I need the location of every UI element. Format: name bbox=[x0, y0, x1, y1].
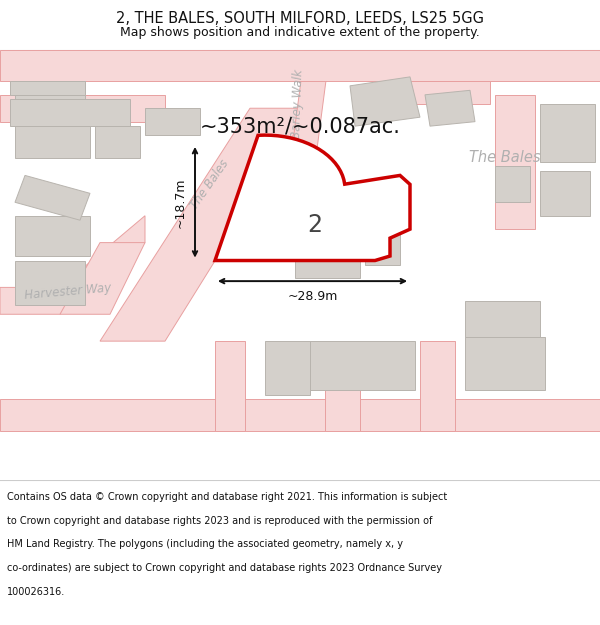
Polygon shape bbox=[465, 337, 545, 391]
Polygon shape bbox=[0, 95, 165, 122]
Polygon shape bbox=[15, 126, 90, 158]
Polygon shape bbox=[145, 108, 200, 135]
Polygon shape bbox=[215, 135, 410, 261]
Text: ~353m²/~0.087ac.: ~353m²/~0.087ac. bbox=[200, 116, 400, 136]
Polygon shape bbox=[0, 399, 600, 431]
Text: ~18.7m: ~18.7m bbox=[174, 177, 187, 227]
Text: to Crown copyright and database rights 2023 and is reproduced with the permissio: to Crown copyright and database rights 2… bbox=[7, 516, 433, 526]
Text: 2: 2 bbox=[308, 213, 323, 237]
Polygon shape bbox=[0, 50, 600, 81]
Polygon shape bbox=[10, 81, 85, 95]
Text: 2, THE BALES, SOUTH MILFORD, LEEDS, LS25 5GG: 2, THE BALES, SOUTH MILFORD, LEEDS, LS25… bbox=[116, 11, 484, 26]
Text: Harvester Way: Harvester Way bbox=[24, 282, 112, 302]
Polygon shape bbox=[15, 176, 90, 220]
Text: The Bales: The Bales bbox=[469, 150, 541, 165]
Polygon shape bbox=[495, 95, 535, 229]
Polygon shape bbox=[0, 216, 145, 314]
Text: The Bales: The Bales bbox=[188, 157, 232, 212]
Text: 100026316.: 100026316. bbox=[7, 588, 65, 598]
Polygon shape bbox=[310, 341, 415, 391]
Polygon shape bbox=[265, 341, 310, 395]
Polygon shape bbox=[285, 50, 330, 202]
Text: Map shows position and indicative extent of the property.: Map shows position and indicative extent… bbox=[120, 26, 480, 39]
Polygon shape bbox=[60, 242, 145, 314]
Polygon shape bbox=[215, 341, 245, 431]
Polygon shape bbox=[15, 81, 85, 104]
Polygon shape bbox=[420, 341, 455, 431]
Polygon shape bbox=[10, 99, 130, 126]
Text: Barley Walk: Barley Walk bbox=[290, 69, 306, 139]
Polygon shape bbox=[540, 171, 590, 216]
Text: HM Land Registry. The polygons (including the associated geometry, namely x, y: HM Land Registry. The polygons (includin… bbox=[7, 539, 403, 549]
Polygon shape bbox=[540, 104, 595, 162]
Polygon shape bbox=[325, 391, 360, 431]
Polygon shape bbox=[15, 261, 85, 305]
Text: Contains OS data © Crown copyright and database right 2021. This information is : Contains OS data © Crown copyright and d… bbox=[7, 492, 448, 502]
Polygon shape bbox=[295, 229, 360, 279]
Polygon shape bbox=[100, 108, 310, 341]
Polygon shape bbox=[95, 126, 140, 158]
Polygon shape bbox=[365, 229, 400, 265]
Polygon shape bbox=[390, 81, 490, 104]
Polygon shape bbox=[15, 216, 90, 256]
Polygon shape bbox=[495, 166, 530, 202]
Text: co-ordinates) are subject to Crown copyright and database rights 2023 Ordnance S: co-ordinates) are subject to Crown copyr… bbox=[7, 563, 442, 573]
Polygon shape bbox=[350, 77, 420, 126]
Text: ~28.9m: ~28.9m bbox=[287, 290, 338, 303]
Polygon shape bbox=[425, 90, 475, 126]
Polygon shape bbox=[465, 301, 540, 337]
